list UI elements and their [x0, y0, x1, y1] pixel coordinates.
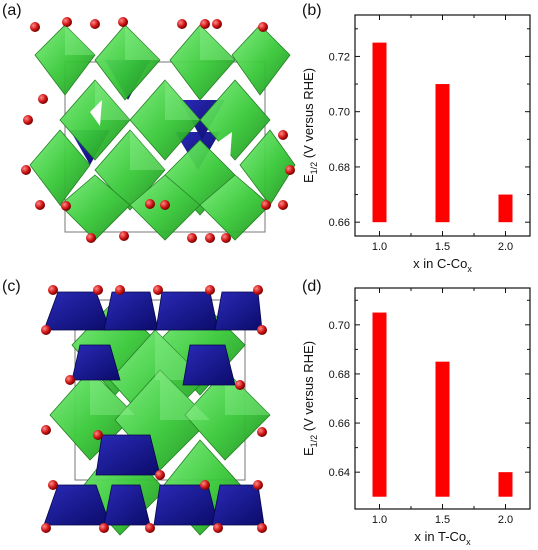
octahedron [199, 79, 271, 161]
octahedron [79, 439, 166, 536]
chart-d-bar [372, 312, 387, 497]
octahedron [184, 369, 271, 461]
octahedron [164, 139, 236, 216]
tetrahedron [214, 291, 263, 331]
octahedron [94, 24, 161, 101]
chart-b-ytick-label: 0.72 [329, 51, 350, 63]
chart-b-bar [435, 84, 450, 223]
panel-label-d: (d) [302, 278, 322, 295]
chart-d-xtick-label: 2.0 [498, 514, 513, 526]
octahedron [231, 24, 291, 96]
chart-b-plot-frame [354, 14, 531, 237]
panel-label-b: (b) [302, 2, 322, 19]
tetrahedron [95, 434, 161, 476]
unit-cell-frame [64, 61, 266, 233]
octahedron [239, 129, 296, 206]
void [218, 132, 232, 160]
chart-d-xtick-label: 1.5 [435, 514, 450, 526]
octahedron [114, 369, 211, 471]
panel-label-a: (a) [2, 2, 22, 19]
tetrahedron [71, 344, 121, 381]
octahedron [59, 79, 131, 161]
octahedron [59, 174, 131, 241]
chart-d-xlabel: x in T-Cox [414, 529, 471, 547]
chart-b-xtick-label: 1.0 [372, 241, 387, 253]
chart-b-xlabel: x in C-Cox [413, 256, 472, 274]
octahedron [169, 24, 236, 101]
oxygen-atoms [41, 285, 267, 533]
void [90, 100, 102, 126]
tetrahedron [175, 132, 220, 170]
octahedron [34, 24, 96, 96]
tetrahedron [43, 484, 111, 526]
octahedron [29, 129, 91, 206]
tetrahedron [155, 291, 219, 331]
octahedron [109, 329, 206, 431]
unit-cell-frame [74, 299, 246, 481]
structure-a-group [21, 17, 296, 243]
chart-d-ytick-label: 0.66 [329, 418, 350, 430]
chart-d-ytick-label: 0.68 [329, 369, 350, 381]
octahedron [49, 369, 136, 461]
chart-d-plot-frame [354, 287, 531, 510]
chart-d-bar [498, 472, 513, 497]
chart-b-xtick-label: 2.0 [498, 241, 513, 253]
chart-b-bar [372, 42, 387, 223]
chart-d-ytick-label: 0.70 [329, 320, 350, 332]
chart-d-ytick-label: 0.64 [329, 467, 350, 479]
chart-b-xtick-label: 1.5 [435, 241, 450, 253]
octahedron [199, 174, 271, 241]
chart-b-ytick-label: 0.68 [329, 162, 350, 174]
oxygen-atoms [21, 17, 295, 243]
chart-b-bar [498, 194, 513, 223]
tetrahedron [153, 484, 219, 526]
chart-d-bar [435, 361, 450, 497]
structure-c-group [41, 285, 271, 536]
chart-b-ytick-label: 0.70 [329, 107, 350, 119]
tetrahedron [70, 130, 110, 165]
octahedron [154, 299, 246, 396]
tetrahedron [43, 291, 111, 331]
tetrahedron [211, 484, 265, 526]
tetrahedron [103, 291, 159, 331]
tetrahedron [180, 100, 225, 140]
chart-b-ytick-label: 0.66 [329, 217, 350, 229]
tetrahedron [105, 60, 150, 100]
chart-b-ylabel: E1/2 (V versus RHE) [301, 68, 319, 183]
chart-d-ylabel: E1/2 (V versus RHE) [301, 341, 319, 456]
octahedron [94, 129, 166, 211]
tetrahedron [103, 484, 151, 526]
octahedron [71, 299, 161, 396]
panel-label-c: (c) [2, 278, 21, 295]
chart-d-xtick-label: 1.0 [372, 514, 387, 526]
octahedron [159, 439, 246, 536]
octahedron [129, 174, 201, 241]
octahedron [129, 79, 201, 161]
tetrahedron [182, 344, 236, 386]
